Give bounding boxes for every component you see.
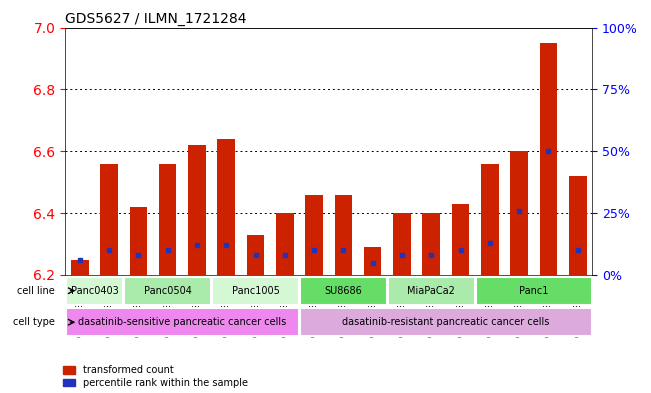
- Bar: [71, 259, 89, 275]
- Text: Panc1005: Panc1005: [232, 286, 279, 296]
- Bar: [481, 163, 499, 275]
- Bar: [305, 195, 323, 275]
- Bar: [217, 139, 235, 275]
- Bar: [188, 145, 206, 275]
- Text: Panc0403: Panc0403: [70, 286, 118, 296]
- Text: Panc1: Panc1: [519, 286, 549, 296]
- Bar: [452, 204, 469, 275]
- FancyBboxPatch shape: [212, 277, 299, 305]
- Text: Panc0504: Panc0504: [144, 286, 191, 296]
- Text: dasatinib-sensitive pancreatic cancer cells: dasatinib-sensitive pancreatic cancer ce…: [78, 317, 286, 327]
- FancyBboxPatch shape: [476, 277, 592, 305]
- Bar: [540, 43, 557, 275]
- Bar: [130, 207, 147, 275]
- FancyBboxPatch shape: [124, 277, 211, 305]
- Text: cell type: cell type: [12, 317, 55, 327]
- Bar: [335, 195, 352, 275]
- FancyBboxPatch shape: [300, 308, 592, 336]
- FancyBboxPatch shape: [300, 277, 387, 305]
- FancyBboxPatch shape: [66, 277, 123, 305]
- Bar: [510, 151, 528, 275]
- Bar: [393, 213, 411, 275]
- Bar: [247, 235, 264, 275]
- Text: cell line: cell line: [17, 286, 55, 296]
- Bar: [159, 163, 176, 275]
- Text: SU8686: SU8686: [325, 286, 362, 296]
- Bar: [100, 163, 118, 275]
- Legend: transformed count, percentile rank within the sample: transformed count, percentile rank withi…: [63, 365, 248, 388]
- Bar: [364, 247, 381, 275]
- Text: MiaPaCa2: MiaPaCa2: [408, 286, 455, 296]
- FancyBboxPatch shape: [388, 277, 475, 305]
- Text: dasatinib-resistant pancreatic cancer cells: dasatinib-resistant pancreatic cancer ce…: [342, 317, 549, 327]
- Text: GDS5627 / ILMN_1721284: GDS5627 / ILMN_1721284: [65, 13, 247, 26]
- FancyBboxPatch shape: [66, 308, 299, 336]
- Bar: [422, 213, 440, 275]
- Bar: [569, 176, 587, 275]
- Bar: [276, 213, 294, 275]
